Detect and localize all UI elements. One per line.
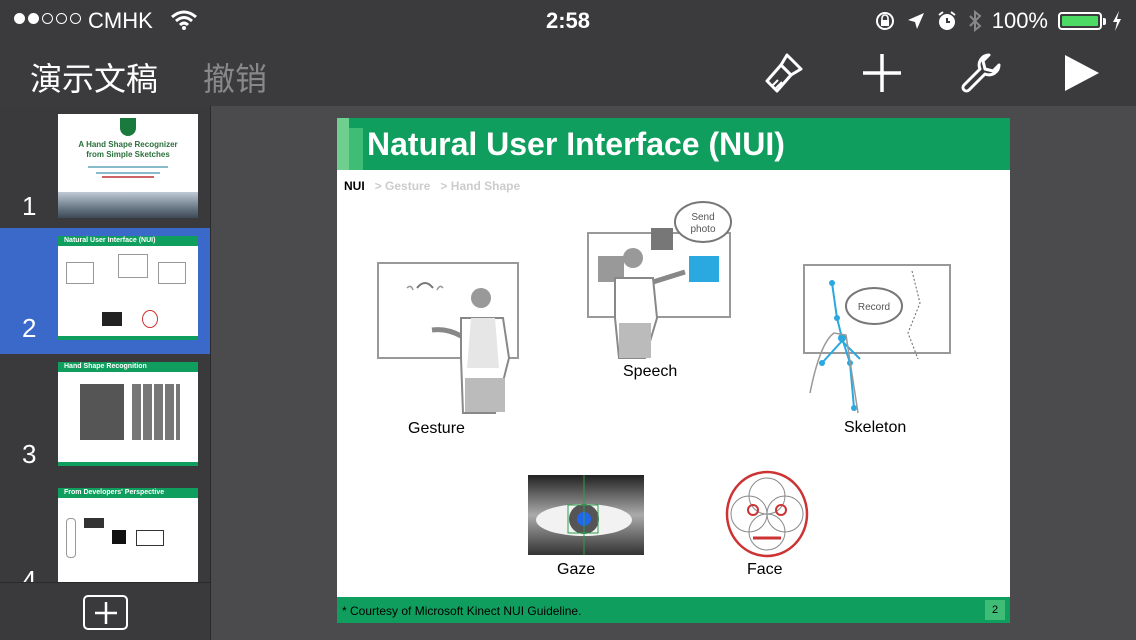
slide-number: 2 (22, 313, 37, 343)
skeleton-illustration: Record (803, 264, 951, 414)
label-gesture: Gesture (408, 420, 465, 437)
slide-thumbnail-1[interactable]: 1 A Hand Shape Recognizer from Simple Sk… (0, 106, 210, 232)
page-number: 2 (985, 600, 1005, 620)
insert-button[interactable] (857, 48, 907, 98)
face-illustration (725, 470, 809, 558)
thumbnail-preview: A Hand Shape Recognizer from Simple Sket… (58, 114, 198, 218)
slide-number: 1 (22, 191, 37, 221)
university-crest-icon (120, 118, 136, 136)
location-icon (907, 13, 924, 29)
gaze-illustration (528, 475, 644, 555)
documents-button[interactable]: 演示文稿 (30, 61, 159, 97)
slide-title-bar: Natural User Interface (NUI) (337, 118, 1010, 170)
label-gaze: Gaze (557, 561, 596, 578)
speech-illustration: Send photo (587, 201, 732, 359)
slide-thumbnail-2[interactable]: 2 Natural User Interface (NUI) (0, 228, 210, 354)
clock: 2:58 (545, 8, 591, 33)
plus-icon (863, 54, 901, 92)
slide-navigator: 1 A Hand Shape Recognizer from Simple Sk… (0, 106, 211, 640)
bluetooth-icon (969, 10, 982, 32)
thumbnail-title: From Developers' Perspective (58, 488, 198, 498)
slide-number: 3 (22, 439, 37, 469)
breadcrumb: NUI > Gesture > Hand Shape (344, 179, 521, 193)
wrench-icon (961, 53, 1001, 93)
signal-strength-icon (14, 13, 81, 24)
toolbar: 演示文稿 撤销 (0, 40, 1136, 106)
battery-icon (1058, 12, 1106, 30)
slide-title: Natural User Interface (NUI) (367, 126, 785, 162)
label-skeleton: Skeleton (844, 419, 907, 436)
sidebar-footer (0, 582, 210, 640)
brush-icon (765, 53, 803, 93)
thumbnail-title: Natural User Interface (NUI) (58, 236, 198, 246)
format-brush-button[interactable] (758, 48, 808, 98)
plus-icon (94, 601, 117, 624)
footnote: * Courtesy of Microsoft Kinect NUI Guide… (342, 604, 582, 618)
thumbnail-title: Hand Shape Recognition (58, 362, 198, 372)
bubble-record: Record (858, 302, 890, 313)
city-skyline-image (58, 192, 198, 218)
thumbnail-preview: From Developers' Perspective (58, 488, 198, 592)
undo-button[interactable]: 撤销 (203, 61, 268, 97)
slide-footer: * Courtesy of Microsoft Kinect NUI Guide… (337, 597, 1010, 623)
rotation-lock-icon (875, 12, 894, 30)
play-button[interactable] (1056, 48, 1106, 98)
thumbnail-preview: Natural User Interface (NUI) (58, 236, 198, 340)
tools-button[interactable] (956, 48, 1006, 98)
label-face: Face (747, 561, 783, 578)
battery-percent: 100% (991, 8, 1048, 33)
add-slide-button[interactable] (83, 595, 128, 630)
bubble-send: Send (691, 212, 714, 223)
charging-icon (1113, 11, 1121, 31)
slide-thumbnail-3[interactable]: 3 Hand Shape Recognition (0, 354, 210, 480)
status-bar: CMHK 2:58 100% (0, 0, 1136, 40)
current-slide[interactable]: Natural User Interface (NUI) NUI > Gestu… (337, 118, 1010, 623)
thumbnail-title: A Hand Shape Recognizer from Simple Sket… (78, 140, 178, 159)
alarm-icon (938, 11, 956, 30)
carrier-name: CMHK (88, 8, 153, 33)
bubble-photo: photo (690, 224, 715, 235)
slide-canvas: Natural User Interface (NUI) NUI > Gestu… (211, 106, 1136, 640)
play-icon (1065, 55, 1099, 91)
label-speech: Speech (623, 363, 678, 380)
slide-thumbnail-4[interactable]: 4 From Developers' Perspective (0, 480, 210, 606)
thumbnail-preview: Hand Shape Recognition (58, 362, 198, 466)
wifi-icon (171, 10, 197, 30)
gesture-illustration (377, 262, 519, 414)
